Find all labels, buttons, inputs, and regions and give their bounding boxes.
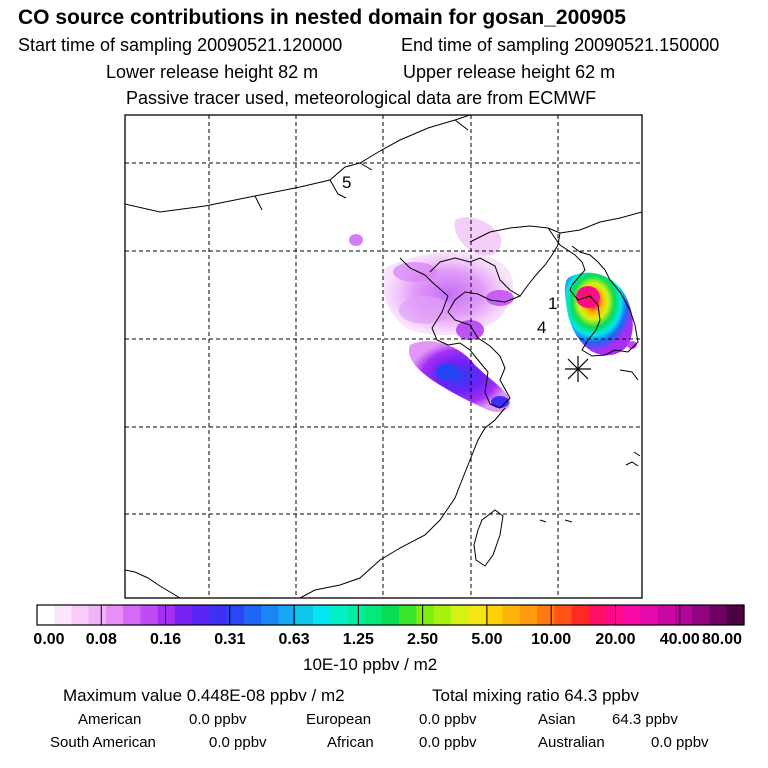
colorbar-cell: [295, 605, 314, 625]
colorbar-cell: [105, 605, 124, 625]
colorbar-cell: [364, 605, 383, 625]
colorbar-cell: [312, 605, 331, 625]
colorbar-cell: [571, 605, 590, 625]
african-label: African: [327, 734, 374, 751]
colorbar-cell: [330, 605, 348, 625]
colorbar-cell: [226, 605, 245, 625]
colorbar-cell: [433, 605, 452, 625]
colorbar-cell: [657, 605, 676, 625]
annotation-4: 4: [537, 318, 546, 337]
colorbar-cell: [54, 605, 73, 625]
colorbar-cell: [692, 605, 711, 625]
annotation-5: 5: [342, 173, 351, 192]
colorbar-cell: [140, 605, 159, 625]
colorbar-tick-label: 2.50: [407, 631, 439, 648]
colorbar-tick-label: 1.25: [342, 631, 374, 648]
colorbar-cell: [88, 605, 107, 625]
colorbar-tick-label: 10.00: [531, 631, 572, 648]
total-mixing-ratio-label: Total mixing ratio 64.3 ppbv: [432, 686, 639, 705]
colorbar-cell: [381, 605, 400, 625]
asian-value: 64.3 ppbv: [612, 711, 678, 728]
colorbar-cell: [174, 605, 193, 625]
colorbar-cell: [485, 605, 504, 625]
colorbar-cell: [537, 605, 555, 625]
colorbar-tick-label: 0.63: [278, 631, 310, 648]
colorbar-tick-label: 40.00: [659, 631, 700, 648]
colorbar-tick-label: 80.00: [701, 631, 743, 648]
asian-label: Asian: [538, 711, 576, 728]
european-label: European: [306, 711, 372, 728]
colorbar-cell: [416, 605, 435, 625]
colorbar-cell: [450, 605, 469, 625]
upper-release-label: Upper release height 62 m: [403, 62, 616, 82]
colorbar-cell: [726, 605, 745, 625]
colorbar-cell: [209, 605, 228, 625]
coastlines: [125, 115, 642, 598]
plot-frame: [124, 114, 643, 599]
colorbar-cell: [640, 605, 659, 625]
colorbar-cell: [588, 605, 607, 625]
colorbar-tick-label: 5.00: [471, 631, 503, 648]
colorbar-cell: [347, 605, 366, 625]
colorbar-tick-label: 0.08: [85, 631, 117, 648]
colorbar-cell: [243, 605, 262, 625]
colorbar-cell: [554, 605, 573, 625]
australian-label: Australian: [538, 734, 605, 751]
annotation-1: 1: [548, 294, 557, 313]
colorbar-cell: [468, 605, 486, 625]
colorbar-cell: [123, 605, 142, 625]
colorbar-cell: [261, 605, 280, 625]
receptor-star-icon: [565, 356, 591, 382]
grid-lines: [125, 115, 642, 598]
american-value: 0.0 ppbv: [189, 711, 247, 728]
colorbar-unit-label: 10E-10 ppbv / m2: [303, 655, 438, 674]
note-label: Passive tracer used, meteorological data…: [126, 88, 597, 108]
chart-title: CO source contributions in nested domain…: [18, 6, 626, 29]
colorbar-cell: [37, 605, 55, 625]
colorbar-tick-label: 20.00: [595, 631, 636, 648]
colorbar-cell: [502, 605, 521, 625]
colorbar-cell: [709, 605, 728, 625]
max-value-label: Maximum value 0.448E-08 ppbv / m2: [63, 686, 345, 705]
colorbar-tick-label: 0.31: [214, 631, 246, 648]
south-american-value: 0.0 ppbv: [209, 734, 267, 751]
colorbar-cell: [71, 605, 90, 625]
colorbar-cell: [192, 605, 211, 625]
european-value: 0.0 ppbv: [419, 711, 477, 728]
african-value: 0.0 ppbv: [419, 734, 477, 751]
colorbar-frame: [36, 604, 745, 626]
colorbar-cell: [278, 605, 297, 625]
end-time-label: End time of sampling 20090521.150000: [401, 35, 720, 55]
colorbar-cell: [399, 605, 417, 625]
colorbar-cell: [157, 605, 176, 625]
colorbar-tick-label: 0.00: [33, 631, 65, 648]
colorbar-tick-label: 0.16: [149, 631, 182, 648]
start-time-label: Start time of sampling 20090521.120000: [18, 35, 343, 55]
lower-release-label: Lower release height 82 m: [106, 62, 319, 82]
colorbar-cell: [519, 605, 538, 625]
colorbar-cell: [623, 605, 642, 625]
south-american-label: South American: [50, 734, 156, 751]
australian-value: 0.0 ppbv: [651, 734, 709, 751]
colorbar-cell: [675, 605, 693, 625]
american-label: American: [78, 711, 142, 728]
